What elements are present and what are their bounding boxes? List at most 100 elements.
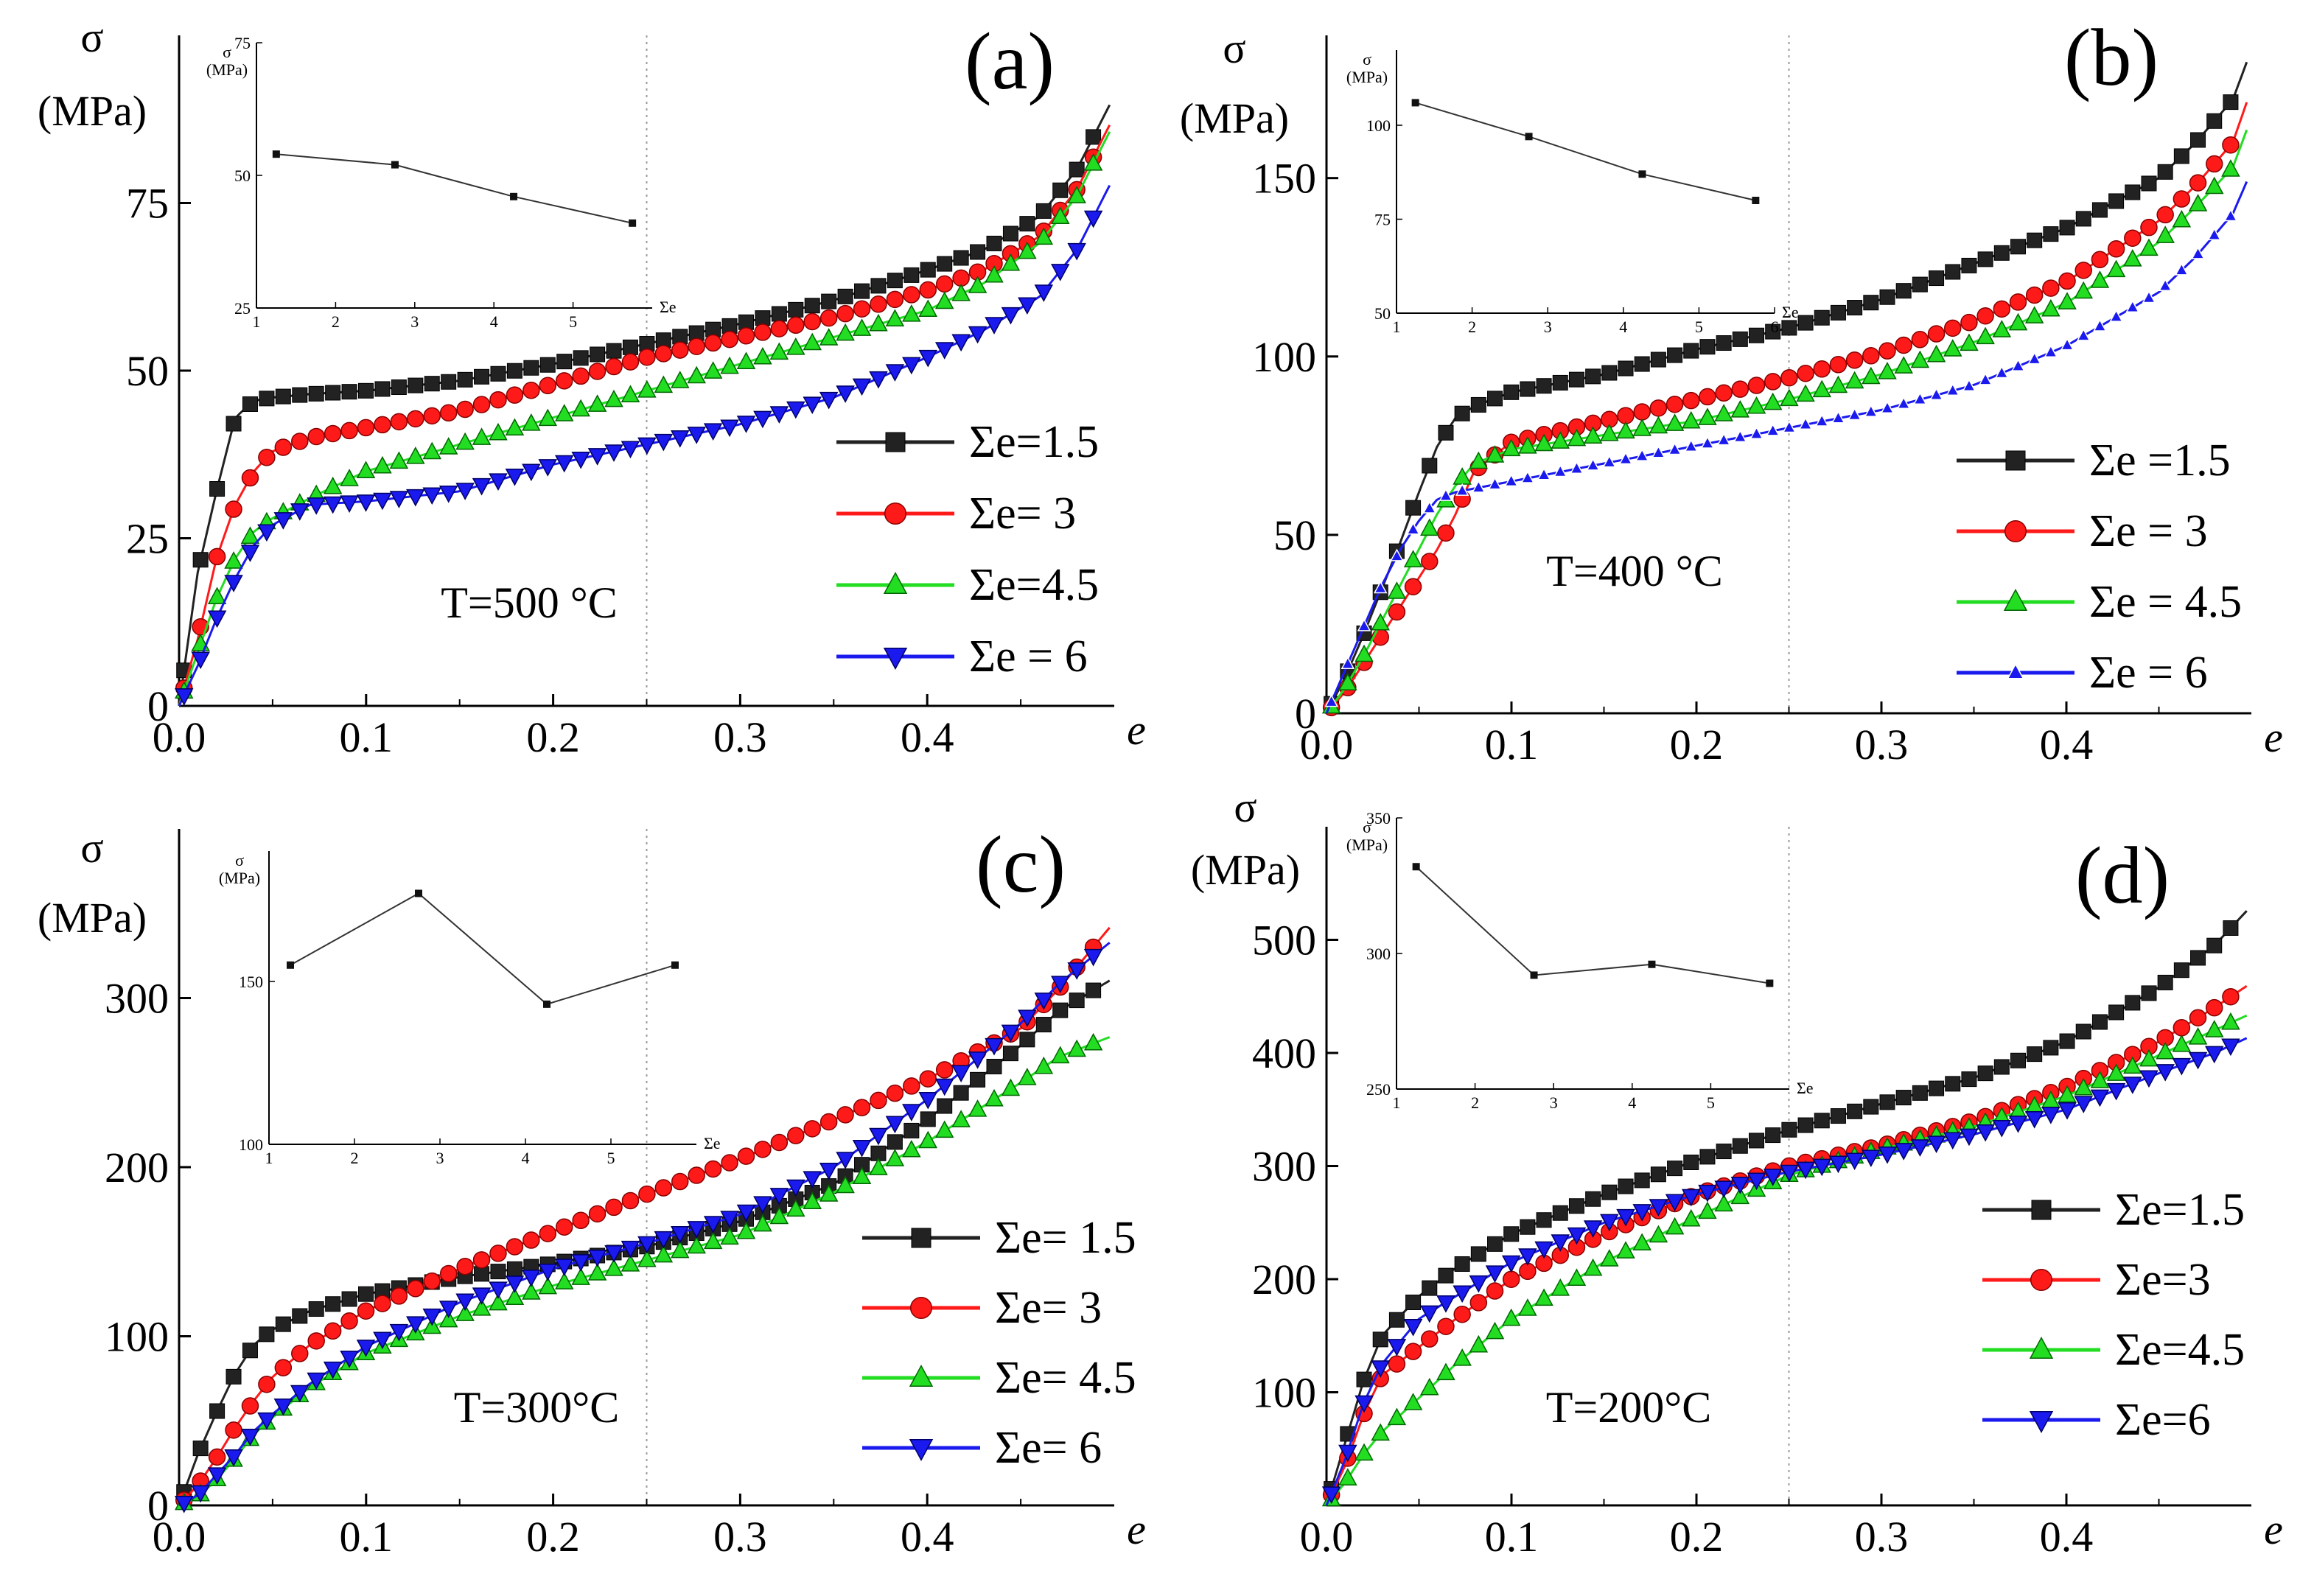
data-point: [1910, 1139, 1930, 1157]
data-point: [786, 1179, 805, 1197]
data-point: [555, 1218, 573, 1236]
data-point: [2106, 259, 2126, 278]
data-point: [1035, 203, 1052, 219]
data-point: [423, 407, 441, 425]
data-point: [968, 276, 988, 293]
data-point: [754, 1141, 772, 1158]
data-point: [819, 309, 838, 327]
data-point: [1943, 319, 1962, 337]
data-point: [1878, 1147, 1897, 1164]
data-point: [554, 404, 574, 421]
data-point: [985, 1088, 1004, 1107]
data-point: [2223, 920, 2239, 937]
data-point: [1747, 377, 1766, 394]
data-point: [605, 1198, 623, 1217]
data-point: [1814, 413, 1829, 427]
data-point: [1828, 1155, 1848, 1174]
data-point: [721, 1154, 738, 1172]
data-point: [2188, 1051, 2208, 1070]
data-point: [1405, 500, 1422, 516]
data-point: [1355, 644, 1374, 662]
data-point: [1847, 1103, 1863, 1119]
data-point: [259, 1326, 275, 1343]
data-point: [1812, 379, 1832, 398]
data-point: [2142, 290, 2156, 304]
data-point: [1338, 1468, 1357, 1485]
data-point: [1469, 1275, 1489, 1293]
panel-label: (a): [965, 16, 1055, 106]
data-point: [606, 343, 622, 359]
data-point: [688, 1166, 705, 1184]
inset-line: [276, 153, 633, 224]
x-tick-label: 0.2: [1670, 1513, 1724, 1561]
y-tick-label: 25: [126, 515, 169, 563]
data-point: [1454, 405, 1470, 421]
data-point: [523, 360, 539, 376]
data-point: [258, 1375, 276, 1393]
inset-y-unit: (MPa): [206, 60, 248, 79]
data-point: [1583, 426, 1603, 444]
inset-y-tick-label: 50: [234, 167, 251, 185]
data-point: [1601, 365, 1618, 381]
data-point: [391, 379, 407, 396]
data-point: [1780, 368, 1798, 387]
series-4: [1324, 181, 2248, 714]
data-point: [291, 1345, 309, 1362]
data-point: [769, 342, 789, 360]
y-tick-label: 100: [105, 1313, 169, 1361]
data-point: [1050, 264, 1070, 281]
legend-marker: [2004, 519, 2027, 543]
data-point: [1632, 419, 1651, 436]
data-point: [240, 1429, 260, 1446]
x-axis-label: e: [2264, 713, 2283, 761]
data-point: [1976, 307, 1994, 325]
data-point: [968, 1099, 988, 1117]
data-point: [671, 341, 689, 359]
data-point: [1911, 331, 1929, 349]
data-point: [1649, 1199, 1668, 1217]
data-point: [1649, 399, 1668, 417]
data-point: [951, 334, 971, 352]
data-point: [374, 416, 391, 434]
data-point: [903, 267, 920, 283]
data-point: [1650, 1166, 1666, 1183]
data-point: [1945, 1076, 1961, 1092]
data-point: [2093, 318, 2107, 332]
data-point: [1993, 300, 2011, 318]
inset-x-tick-label: 1: [253, 312, 261, 331]
data-point: [2091, 202, 2108, 218]
data-point: [2074, 281, 2093, 299]
data-point: [2221, 1038, 2240, 1057]
inset-point: [1766, 979, 1774, 987]
data-point: [1878, 342, 1896, 360]
data-point: [1764, 373, 1782, 391]
data-point: [621, 1253, 640, 1272]
data-point: [457, 371, 473, 388]
data-point: [604, 1245, 623, 1263]
data-point: [292, 387, 308, 403]
x-tick-label: 0.4: [901, 1513, 954, 1561]
data-point: [2027, 232, 2043, 248]
data-point: [604, 444, 623, 462]
data-point: [1567, 1268, 1587, 1287]
data-point: [985, 265, 1004, 283]
data-point: [1797, 364, 1814, 382]
data-point: [869, 371, 888, 389]
data-point: [1862, 366, 1881, 385]
x-tick-label: 0.2: [1670, 721, 1724, 769]
data-point: [224, 1449, 243, 1467]
data-point: [1831, 410, 1845, 424]
data-point: [1812, 1158, 1832, 1177]
data-point: [572, 1211, 590, 1230]
data-point: [325, 385, 341, 401]
series-2: [175, 926, 1111, 1509]
inset-x-tick-label: 1: [1393, 1093, 1401, 1112]
data-point: [2139, 1049, 2159, 1067]
data-point: [654, 433, 674, 452]
data-point: [953, 250, 969, 266]
data-point: [604, 1259, 623, 1276]
data-point: [1929, 387, 1943, 401]
data-point: [1405, 1294, 1422, 1310]
inset-point: [1648, 960, 1656, 968]
